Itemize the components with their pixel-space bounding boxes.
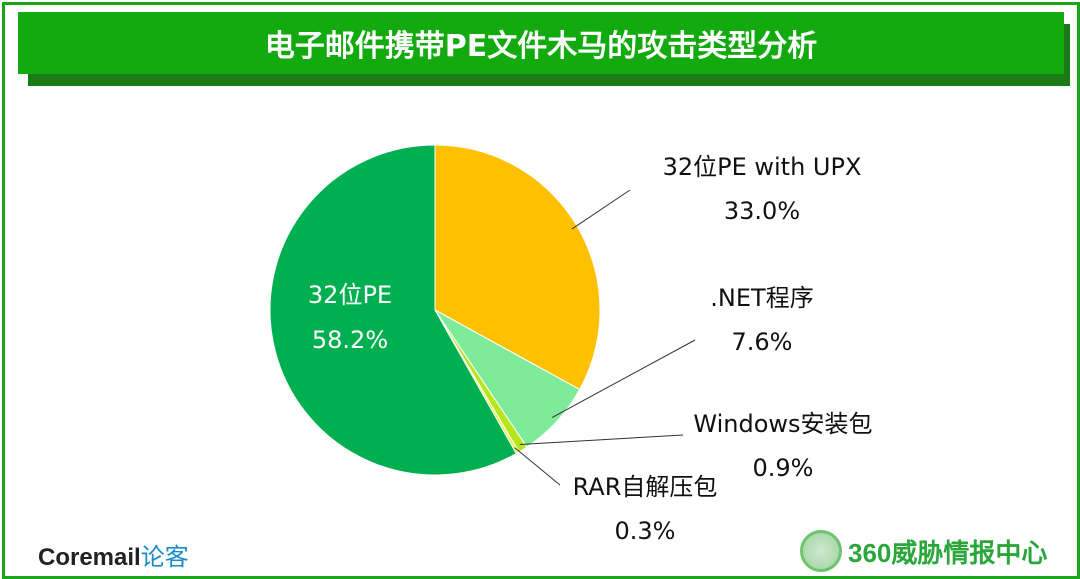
slice-value-label: 58.2% [312,326,388,354]
slice-value-label: 33.0% [724,197,800,225]
pie-slice [269,144,517,476]
slice-label: 32位PE [308,281,392,309]
chart-title: 电子邮件携带PE文件木马的攻击类型分析 [18,12,1064,74]
leader-line [519,434,684,446]
slice-value-label: 0.3% [615,517,676,545]
slice-label: 32位PE with UPX [663,153,862,181]
slice-label: Windows安装包 [693,410,872,438]
coremail-logo: Coremail论客 [38,544,189,571]
globe-icon [800,530,842,572]
360-logo: 360威胁情报中心 [800,530,1047,572]
slice-label: .NET程序 [710,284,813,312]
slice-value-label: 0.9% [753,454,814,482]
leader-line [514,447,561,486]
slice-value-label: 7.6% [732,328,793,356]
leader-line [571,189,631,230]
slice-label: RAR自解压包 [573,473,718,501]
leader-line [552,339,696,418]
